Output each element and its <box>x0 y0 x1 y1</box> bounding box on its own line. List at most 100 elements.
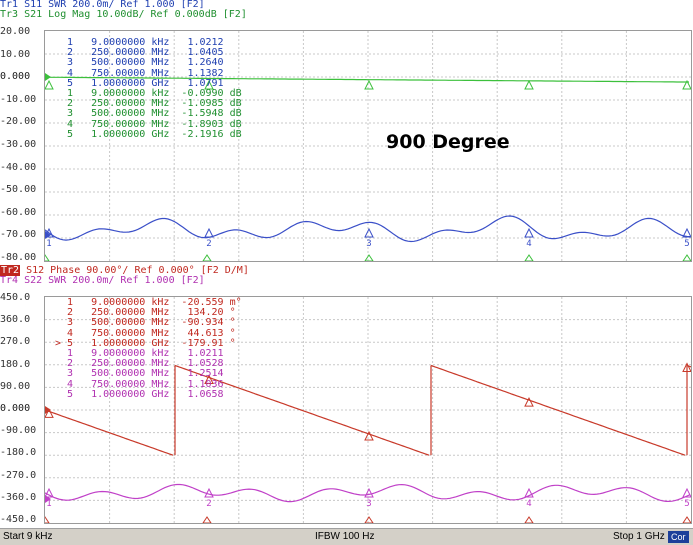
top-y-label: -10.00 <box>0 93 37 105</box>
swr-top-marker-4-label: 4 <box>526 239 531 249</box>
trace2-header-text: S12 Phase 90.00°/ Ref 0.000° [F2 D/M] <box>20 265 249 276</box>
marker-row[interactable]: > 5 1.0000000 GHz -179.91 ° <box>55 337 236 349</box>
marker-row[interactable]: 5 1.0000000 GHz 1.0658 <box>55 388 224 400</box>
phase-marker-3 <box>364 430 374 441</box>
marker-row[interactable]: 2 250.00000 MHz 1.0528 <box>55 358 224 370</box>
bottom-y-label: -90.00 <box>0 425 37 437</box>
bottom-y-label: 0.000 <box>0 403 31 414</box>
marker-row[interactable]: 1 9.0000000 kHz 1.0211 <box>55 348 224 359</box>
status-bar: Start 9 kHz IFBW 100 Hz Stop 1 GHz Cor <box>0 528 693 545</box>
ref-arrow-swr-bottom <box>45 495 51 503</box>
phase-marker-5 <box>682 362 691 373</box>
correction-badge[interactable]: Cor <box>668 531 689 543</box>
marker-row[interactable]: 5 1.0000000 GHz 1.0791 <box>55 77 224 89</box>
bottom-y-label: -360.0 <box>0 491 37 503</box>
stimulus-tick <box>682 254 691 261</box>
marker-row[interactable]: 1 9.0000000 kHz 1.0212 <box>55 37 224 48</box>
logmag-marker-1 <box>45 79 54 90</box>
bottom-plot-svg[interactable]: 1 2 3 4 5 <box>45 297 691 523</box>
logmag-trace <box>45 76 689 83</box>
top-plot-svg[interactable]: 1 2 3 4 5 <box>45 31 691 261</box>
swr-top-marker-2 <box>204 227 214 238</box>
swr-top-marker-3-label: 3 <box>366 239 371 249</box>
swr-top-marker-2-label: 2 <box>206 239 211 249</box>
top-y-label: -20.00 <box>0 116 37 128</box>
bottom-y-label: 360.0 <box>0 314 31 326</box>
bottom-phase-marker-table: 1 9.0000000 kHz -20.559 m° 2 250.00000 M… <box>55 297 242 349</box>
trace1-header[interactable]: Tr1 S11 SWR 200.0m/ Ref 1.000 [F2] <box>0 0 205 10</box>
bottom-swr-marker-table: 1 9.0000000 kHz 1.0211 2 250.00000 MHz 1… <box>55 348 224 400</box>
swr-top-marker-4 <box>524 227 534 238</box>
phase-marker-2 <box>204 374 214 385</box>
bottom-y-label: -450.0 <box>0 514 37 525</box>
stimulus-tick <box>202 516 212 523</box>
top-y-label: 0.000 <box>0 71 31 83</box>
marker-row[interactable]: 1 9.0000000 kHz -20.559 m° <box>55 297 242 308</box>
stop-frequency[interactable]: Stop 1 GHz <box>613 531 665 542</box>
stimulus-tick <box>524 516 534 523</box>
top-y-label: -80.00 <box>0 252 37 263</box>
bottom-y-label: 180.0 <box>0 358 31 370</box>
swr-top-marker-5-label: 5 <box>684 239 689 249</box>
logmag-marker-3 <box>364 79 374 90</box>
swr-bottom-marker-4-label: 4 <box>526 499 531 509</box>
trace3-header[interactable]: Tr3 S21 Log Mag 10.00dB/ Ref 0.000dB [F2… <box>0 9 247 20</box>
swr-top-marker-1-label: 1 <box>46 239 51 249</box>
active-trace-tag[interactable]: Tr2 <box>0 265 21 276</box>
ref-arrow-phase <box>45 406 51 414</box>
ref-arrow-logmag <box>45 73 51 81</box>
start-frequency[interactable]: Start 9 kHz <box>3 531 53 542</box>
trace4-header[interactable]: Tr4 S22 SWR 200.0m/ Ref 1.000 [F2] <box>0 275 205 286</box>
top-y-label: -60.00 <box>0 206 37 218</box>
ifbw-label[interactable]: IFBW 100 Hz <box>315 531 375 542</box>
marker-row[interactable]: 4 750.00000 MHz 1.1382 <box>55 67 224 79</box>
bottom-y-label: 450.0 <box>0 292 31 303</box>
marker-row[interactable]: 3 500.00000 MHz -90.934 ° <box>55 317 236 329</box>
marker-row[interactable]: 3 500.00000 MHz -1.5948 dB <box>55 108 242 120</box>
top-y-label: -30.00 <box>0 139 37 150</box>
ref-arrow-swr <box>45 231 51 239</box>
bottom-plot-area[interactable]: 1 2 3 4 5 1 9.0000000 kHz -20.559 m° 2 250.0… <box>44 296 692 524</box>
bottom-y-label: 90.00 <box>0 380 31 392</box>
trace2-header[interactable]: Tr2 S12 Phase 90.00°/ Ref 0.000° [F2 D/M… <box>0 265 249 276</box>
bottom-y-label: -270.0 <box>0 469 37 481</box>
swr-bottom-marker-4 <box>524 487 534 498</box>
swr-bottom-marker-1 <box>45 487 54 498</box>
top-y-label: 10.00 <box>0 48 31 60</box>
swr-bottom-marker-1-label: 1 <box>46 499 51 509</box>
swr-bottom-marker-3 <box>364 487 374 498</box>
swr-top-trace <box>45 215 691 243</box>
marker-row[interactable]: 2 250.00000 MHz 1.0405 <box>55 47 224 59</box>
bottom-y-label: 270.0 <box>0 336 31 348</box>
top-y-label: -70.00 <box>0 229 37 241</box>
marker-row[interactable]: 4 750.00000 MHz -1.8903 dB <box>55 118 242 130</box>
top-y-label: 20.00 <box>0 26 31 37</box>
top-y-label: -50.00 <box>0 184 37 196</box>
swr-bottom-marker-3-label: 3 <box>366 499 371 509</box>
stimulus-tick <box>364 516 374 523</box>
top-plot-area[interactable]: 1 2 3 4 5 1 9.0000000 kHz 1.0212 2 250.00000… <box>44 30 692 262</box>
logmag-marker-4 <box>524 79 534 90</box>
marker-row[interactable]: 2 250.00000 MHz 134.20 ° <box>55 307 236 319</box>
marker-row[interactable]: 4 750.00000 MHz 44.613 ° <box>55 327 236 339</box>
stimulus-tick <box>524 254 534 261</box>
marker-row[interactable]: 4 750.00000 MHz 1.1036 <box>55 378 224 390</box>
top-logmag-marker-table: 1 9.0000000 kHz -0.0990 dB 2 250.00000 M… <box>55 88 242 140</box>
logmag-marker-2 <box>204 79 214 90</box>
marker-row[interactable]: 5 1.0000000 GHz -2.1916 dB <box>55 128 242 140</box>
swr-bottom-marker-5-label: 5 <box>684 499 689 509</box>
stimulus-tick <box>364 254 374 261</box>
phase-marker-1 <box>45 408 54 418</box>
stimulus-tick <box>682 516 691 523</box>
stimulus-tick <box>202 254 212 261</box>
marker-row[interactable]: 1 9.0000000 kHz -0.0990 dB <box>55 88 242 99</box>
marker-row[interactable]: 2 250.00000 MHz -1.0985 dB <box>55 98 242 110</box>
swr-bottom-trace <box>45 483 691 503</box>
swr-bottom-marker-2-label: 2 <box>206 499 211 509</box>
swr-top-marker-3 <box>364 227 374 238</box>
marker-row[interactable]: 3 500.00000 MHz 1.2514 <box>55 368 224 380</box>
phase-trace-segment <box>45 409 174 456</box>
phase-trace-segment <box>174 364 430 456</box>
stimulus-tick <box>45 516 50 523</box>
marker-row[interactable]: 3 500.00000 MHz 1.2640 <box>55 57 224 69</box>
